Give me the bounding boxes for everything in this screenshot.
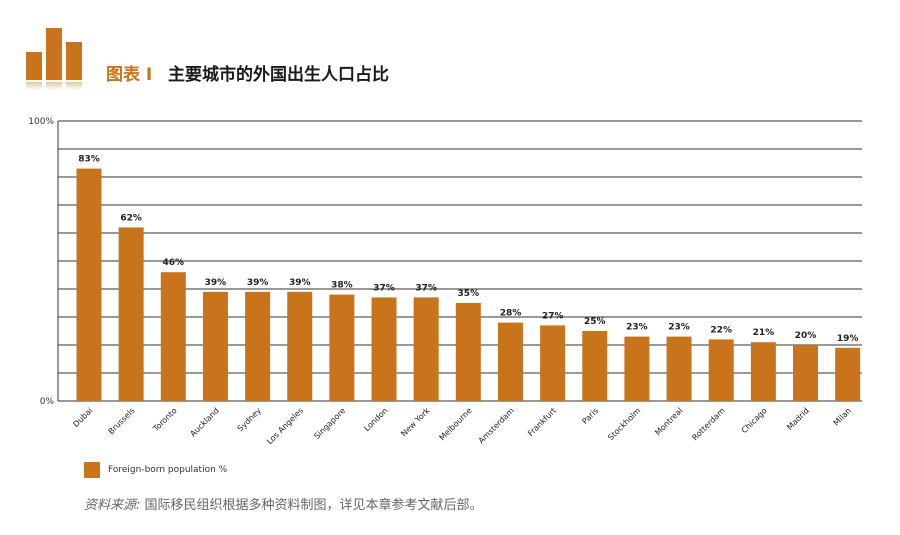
x-tick-label: Sydney — [236, 406, 263, 433]
bar — [76, 168, 102, 401]
bar — [245, 291, 271, 401]
bar-value-label: 23% — [668, 323, 690, 333]
x-tick-label: Rotterdam — [690, 406, 726, 442]
x-tick-label: Stockholm — [606, 406, 642, 442]
bar — [540, 325, 566, 401]
legend-label: Foreign-born population % — [108, 465, 228, 475]
bar — [287, 291, 313, 401]
x-tick-label: Paris — [580, 406, 600, 426]
chart-title: 主要城市的外国出生人口占比 — [168, 65, 389, 85]
x-tick-label: Los Angeles — [265, 406, 305, 446]
bar-value-label: 20% — [795, 331, 817, 341]
bar-value-label: 62% — [120, 213, 142, 223]
bar-value-label: 38% — [331, 281, 353, 291]
bar-value-label: 39% — [247, 278, 269, 288]
bar — [455, 303, 481, 401]
x-tick-label: Frankfurt — [526, 406, 558, 438]
x-tick-label: Dubai — [71, 406, 94, 429]
bar — [329, 294, 355, 401]
y-tick-label: 100% — [28, 117, 54, 127]
source-label: 资料来源: — [84, 498, 141, 513]
bar — [413, 297, 439, 401]
bar-value-label: 19% — [837, 334, 859, 344]
bar — [160, 272, 186, 401]
bar-value-label: 39% — [205, 278, 227, 288]
x-tick-label: New York — [399, 406, 432, 439]
bar-chart: 100% 0% 83% Dubai 62% Brussels 46% Toronto 39% Au… — [28, 117, 862, 446]
x-tick-label: Brussels — [107, 406, 137, 436]
bar — [497, 322, 523, 401]
bar — [793, 345, 819, 401]
bar-value-label: 21% — [753, 328, 775, 338]
x-tick-label: Montreal — [653, 406, 684, 437]
bar-value-label: 27% — [542, 311, 564, 321]
figure-label: 图表 I — [106, 65, 153, 85]
x-tick-label: Milan — [832, 406, 853, 427]
bar-value-label: 22% — [710, 325, 732, 335]
bar-value-label: 37% — [415, 283, 437, 293]
y-tick-label: 0% — [40, 397, 55, 407]
bar-value-label: 37% — [373, 283, 395, 293]
bar-chart-logo-icon — [22, 28, 92, 90]
bar-value-label: 39% — [289, 278, 311, 288]
legend-swatch — [84, 462, 100, 478]
x-tick-label: London — [362, 406, 389, 433]
bar-value-label: 83% — [78, 155, 100, 165]
bar — [835, 347, 861, 401]
x-tick-label: Melbourne — [438, 406, 474, 442]
bar-value-label: 35% — [458, 289, 480, 299]
bar-value-label: 46% — [163, 258, 185, 268]
x-tick-label: Chicago — [740, 406, 769, 435]
bar — [750, 342, 776, 401]
source-text: 国际移民组织根据多种资料制图，详见本章参考文献后部。 — [140, 498, 483, 513]
bar — [624, 336, 650, 401]
bar-value-label: 23% — [626, 323, 648, 333]
bar-value-label: 25% — [584, 317, 606, 327]
bar — [708, 339, 734, 401]
bar — [582, 331, 608, 401]
source-note: 资料来源: 国际移民组织根据多种资料制图，详见本章参考文献后部。 — [84, 494, 483, 513]
x-tick-label: Toronto — [151, 406, 179, 434]
legend: Foreign-born population % — [84, 462, 227, 478]
x-tick-label: Singapore — [312, 406, 347, 441]
bar — [202, 291, 228, 401]
x-tick-label: Auckland — [188, 406, 220, 438]
bar — [371, 297, 397, 401]
x-tick-label: Amsterdam — [477, 406, 516, 445]
x-tick-label: Madrid — [785, 406, 811, 432]
bar — [118, 227, 144, 401]
bar — [666, 336, 692, 401]
bar-value-label: 28% — [500, 309, 522, 319]
